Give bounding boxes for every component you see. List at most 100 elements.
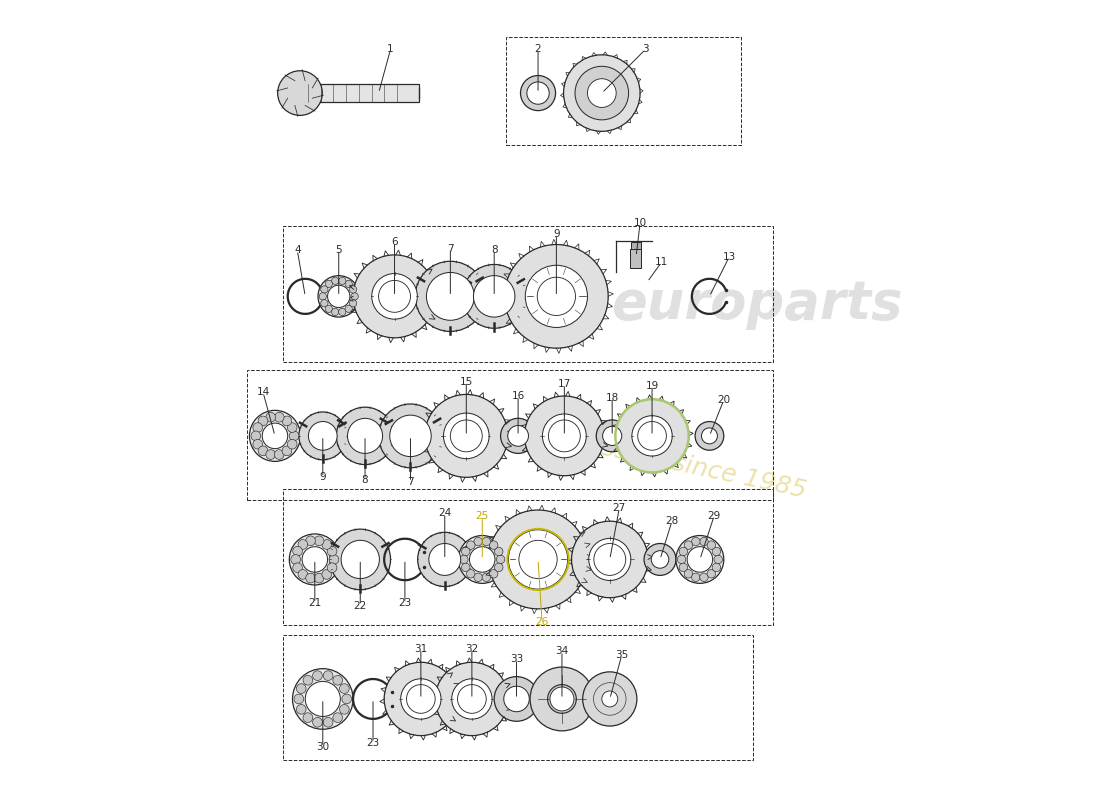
Circle shape xyxy=(602,691,618,707)
Circle shape xyxy=(429,543,461,575)
Circle shape xyxy=(500,418,536,454)
Circle shape xyxy=(504,686,529,712)
Text: 14: 14 xyxy=(256,387,270,397)
Circle shape xyxy=(302,546,328,572)
Circle shape xyxy=(700,538,708,546)
Text: 8: 8 xyxy=(491,245,497,255)
Circle shape xyxy=(298,570,308,579)
Circle shape xyxy=(339,277,345,285)
Circle shape xyxy=(542,414,586,458)
Circle shape xyxy=(427,273,474,320)
Bar xyxy=(629,249,641,269)
Circle shape xyxy=(296,705,306,714)
Text: 19: 19 xyxy=(646,381,659,390)
Circle shape xyxy=(348,418,383,454)
Text: 27: 27 xyxy=(613,502,626,513)
Circle shape xyxy=(266,412,275,422)
Text: 6: 6 xyxy=(392,237,398,247)
Circle shape xyxy=(494,677,539,722)
Circle shape xyxy=(315,536,323,546)
Text: 25: 25 xyxy=(475,510,488,521)
Circle shape xyxy=(378,404,442,468)
Circle shape xyxy=(452,678,492,719)
Circle shape xyxy=(333,675,342,685)
Circle shape xyxy=(326,280,332,287)
Circle shape xyxy=(588,538,630,581)
Circle shape xyxy=(530,667,594,731)
Circle shape xyxy=(302,713,312,722)
Circle shape xyxy=(308,422,337,450)
Text: 7: 7 xyxy=(447,243,453,254)
Circle shape xyxy=(450,420,482,452)
Bar xyxy=(283,635,754,760)
Circle shape xyxy=(340,684,349,694)
Circle shape xyxy=(678,555,685,564)
Circle shape xyxy=(707,541,716,550)
Text: 28: 28 xyxy=(666,516,679,526)
Bar xyxy=(304,84,419,102)
Circle shape xyxy=(474,573,483,582)
Circle shape xyxy=(692,573,700,582)
Circle shape xyxy=(323,718,333,727)
Circle shape xyxy=(321,286,328,293)
Text: 16: 16 xyxy=(512,391,525,401)
Text: 7: 7 xyxy=(407,477,414,487)
Text: 3: 3 xyxy=(642,44,649,54)
Circle shape xyxy=(700,573,708,582)
Text: 33: 33 xyxy=(510,654,524,664)
Circle shape xyxy=(282,446,292,456)
Circle shape xyxy=(676,535,724,583)
Circle shape xyxy=(321,300,328,307)
Circle shape xyxy=(596,420,628,452)
Circle shape xyxy=(519,540,558,578)
Circle shape xyxy=(322,570,331,579)
Bar xyxy=(283,226,773,362)
Circle shape xyxy=(378,281,410,312)
Circle shape xyxy=(488,510,587,609)
Circle shape xyxy=(549,420,581,452)
Circle shape xyxy=(326,305,332,313)
Circle shape xyxy=(462,265,526,328)
Circle shape xyxy=(296,684,306,694)
Circle shape xyxy=(548,685,576,714)
Circle shape xyxy=(482,573,491,582)
Circle shape xyxy=(537,278,575,315)
Circle shape xyxy=(572,521,648,598)
Circle shape xyxy=(298,540,308,550)
Circle shape xyxy=(345,280,352,287)
Circle shape xyxy=(400,678,441,719)
Circle shape xyxy=(350,286,356,293)
Circle shape xyxy=(615,399,689,473)
Circle shape xyxy=(341,540,380,578)
Circle shape xyxy=(372,274,417,319)
Circle shape xyxy=(712,563,720,572)
Circle shape xyxy=(550,687,574,711)
Circle shape xyxy=(327,546,337,556)
Circle shape xyxy=(289,534,340,585)
Circle shape xyxy=(563,55,640,131)
Circle shape xyxy=(482,538,491,546)
Circle shape xyxy=(384,662,458,736)
Circle shape xyxy=(290,554,300,564)
Text: 23: 23 xyxy=(366,738,379,748)
Circle shape xyxy=(312,670,322,681)
Circle shape xyxy=(331,308,339,315)
Circle shape xyxy=(250,410,300,462)
Circle shape xyxy=(350,300,356,307)
Text: 35: 35 xyxy=(615,650,628,660)
Circle shape xyxy=(645,543,676,575)
Circle shape xyxy=(293,546,303,556)
Text: 20: 20 xyxy=(717,395,730,405)
Text: 4: 4 xyxy=(294,245,300,255)
Circle shape xyxy=(333,713,342,722)
Circle shape xyxy=(287,439,297,449)
Circle shape xyxy=(443,413,490,458)
Circle shape xyxy=(527,82,549,104)
Circle shape xyxy=(679,547,688,556)
Circle shape xyxy=(253,439,263,449)
Circle shape xyxy=(302,675,312,685)
Circle shape xyxy=(583,672,637,726)
Circle shape xyxy=(289,431,299,441)
Circle shape xyxy=(425,394,508,478)
Circle shape xyxy=(327,563,337,573)
